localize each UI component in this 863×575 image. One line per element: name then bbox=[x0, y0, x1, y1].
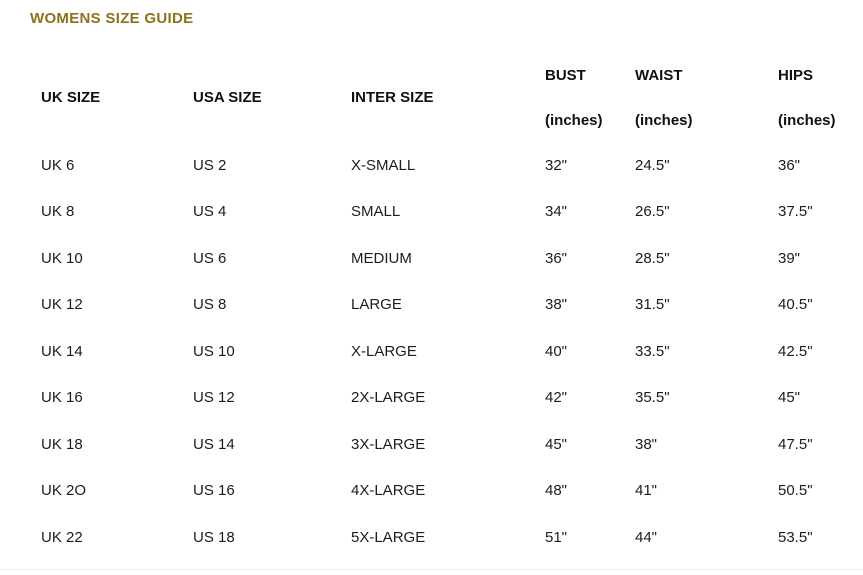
table-cell: 5X-LARGE bbox=[351, 528, 426, 546]
table-row: UK 10 US 6 MEDIUM 36" 28.5" 39" bbox=[30, 235, 853, 282]
table-cell: SMALL bbox=[351, 203, 401, 221]
table-header: UK SIZE USA SIZE INTER SIZE BUST (inches… bbox=[30, 54, 853, 142]
column-header-unit: (inches) bbox=[545, 111, 603, 129]
table-cell: 45" bbox=[778, 389, 801, 407]
table-row: UK 16 US 12 2X-LARGE 42" 35.5" 45" bbox=[30, 375, 853, 422]
table-cell: US 12 bbox=[193, 389, 235, 407]
column-header-inter-size: INTER SIZE bbox=[340, 54, 534, 142]
table-row: UK 12 US 8 LARGE 38" 31.5" 40.5" bbox=[30, 282, 853, 329]
table-cell: 41" bbox=[635, 482, 658, 500]
table-body: UK 6 US 2 X-SMALL 32" 24.5" 36" UK 8 US 4 SMALL 3… bbox=[30, 142, 853, 561]
table-cell: 2X-LARGE bbox=[351, 389, 426, 407]
table-cell: 39" bbox=[778, 249, 801, 267]
column-header-bust: BUST (inches) bbox=[534, 54, 624, 142]
table-cell: 50.5" bbox=[778, 482, 813, 500]
table-cell: LARGE bbox=[351, 296, 402, 314]
table-cell: UK 10 bbox=[41, 249, 83, 267]
column-header-label: UK SIZE bbox=[41, 89, 101, 106]
table-cell: 4X-LARGE bbox=[351, 482, 426, 500]
table-cell: UK 18 bbox=[41, 435, 83, 453]
table-cell: 37.5" bbox=[778, 203, 813, 221]
table-cell: 28.5" bbox=[635, 249, 670, 267]
table-cell: 53.5" bbox=[778, 528, 813, 546]
column-header-label: BUST bbox=[545, 66, 586, 84]
column-header-label: INTER SIZE bbox=[351, 89, 434, 106]
table-cell: US 10 bbox=[193, 342, 235, 360]
column-header-unit: (inches) bbox=[778, 111, 836, 129]
table-cell: MEDIUM bbox=[351, 249, 412, 267]
table-cell: UK 2O bbox=[41, 482, 87, 500]
size-guide-table: UK SIZE USA SIZE INTER SIZE BUST (inches… bbox=[30, 54, 853, 561]
table-cell: 40.5" bbox=[778, 296, 813, 314]
column-header-hips: HIPS (inches) bbox=[767, 54, 853, 142]
table-cell: X-LARGE bbox=[351, 342, 417, 360]
table-cell: 40" bbox=[545, 342, 568, 360]
table-cell: UK 12 bbox=[41, 296, 83, 314]
table-row: UK 22 US 18 5X-LARGE 51" 44" 53.5" bbox=[30, 514, 853, 561]
table-cell: 24.5" bbox=[635, 156, 670, 174]
table-cell: 34" bbox=[545, 203, 568, 221]
column-header-waist: WAIST (inches) bbox=[624, 54, 767, 142]
page-title: WOMENS SIZE GUIDE bbox=[30, 10, 194, 27]
table-cell: US 2 bbox=[193, 156, 227, 174]
table-row: UK 8 US 4 SMALL 34" 26.5" 37.5" bbox=[30, 189, 853, 236]
table-cell: US 16 bbox=[193, 482, 235, 500]
table-cell: 45" bbox=[545, 435, 568, 453]
table-row: UK 6 US 2 X-SMALL 32" 24.5" 36" bbox=[30, 142, 853, 189]
column-header-label: WAIST bbox=[635, 66, 683, 84]
table-row: UK 18 US 14 3X-LARGE 45" 38" 47.5" bbox=[30, 421, 853, 468]
table-cell: 44" bbox=[635, 528, 658, 546]
table-cell: US 6 bbox=[193, 249, 227, 267]
table-cell: US 18 bbox=[193, 528, 235, 546]
table-cell: 47.5" bbox=[778, 435, 813, 453]
table-cell: X-SMALL bbox=[351, 156, 416, 174]
section-divider bbox=[0, 569, 863, 570]
table-cell: 36" bbox=[545, 249, 568, 267]
table-cell: 42.5" bbox=[778, 342, 813, 360]
table-cell: 42" bbox=[545, 389, 568, 407]
table-cell: 31.5" bbox=[635, 296, 670, 314]
table-cell: UK 8 bbox=[41, 203, 75, 221]
table-cell: US 4 bbox=[193, 203, 227, 221]
table-row: UK 2O US 16 4X-LARGE 48" 41" 50.5" bbox=[30, 468, 853, 515]
table-header-row: UK SIZE USA SIZE INTER SIZE BUST (inches… bbox=[30, 54, 853, 142]
column-header-usa-size: USA SIZE bbox=[182, 54, 340, 142]
table-cell: 32" bbox=[545, 156, 568, 174]
table-cell: 38" bbox=[545, 296, 568, 314]
column-header-uk-size: UK SIZE bbox=[30, 54, 182, 142]
table-cell: 33.5" bbox=[635, 342, 670, 360]
table-cell: 35.5" bbox=[635, 389, 670, 407]
table-cell: 3X-LARGE bbox=[351, 435, 426, 453]
table-cell: UK 16 bbox=[41, 389, 83, 407]
table-cell: US 14 bbox=[193, 435, 235, 453]
table-cell: UK 22 bbox=[41, 528, 83, 546]
table-cell: 38" bbox=[635, 435, 658, 453]
table-cell: 26.5" bbox=[635, 203, 670, 221]
table-row: UK 14 US 10 X-LARGE 40" 33.5" 42.5" bbox=[30, 328, 853, 375]
table-cell: 36" bbox=[778, 156, 801, 174]
column-header-label: HIPS bbox=[778, 66, 814, 84]
table-cell: UK 14 bbox=[41, 342, 83, 360]
column-header-label: USA SIZE bbox=[193, 89, 262, 106]
table-cell: 51" bbox=[545, 528, 568, 546]
table-cell: US 8 bbox=[193, 296, 227, 314]
table-cell: UK 6 bbox=[41, 156, 75, 174]
table-cell: 48" bbox=[545, 482, 568, 500]
column-header-unit: (inches) bbox=[635, 111, 693, 129]
